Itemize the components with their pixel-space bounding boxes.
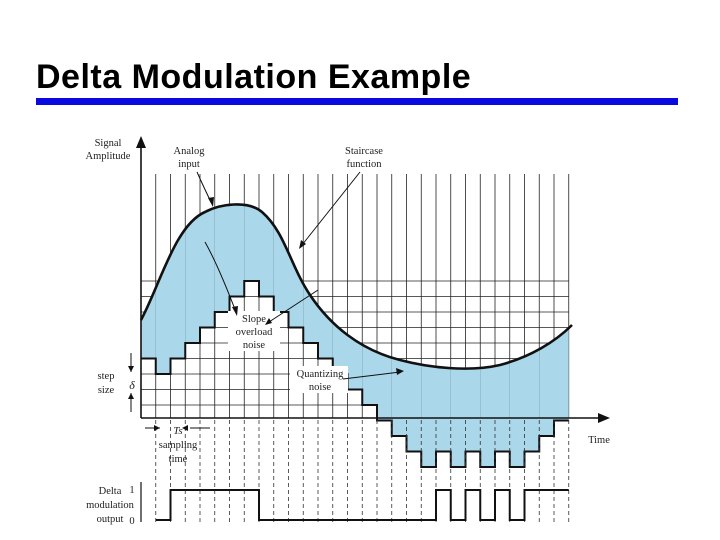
noise-area [362,344,377,405]
noise-area [554,328,569,421]
noise-area [244,204,259,281]
staircase-label: Staircase [345,146,383,157]
amplitude-axis-arrow [136,136,146,148]
sampling-time-label-2: time [169,454,188,465]
annotation-arrows [196,171,401,380]
sample-time-dashes [155,420,570,522]
time-axis-label: Time [588,435,610,446]
quantizing-noise-label: Quantizing [297,369,344,380]
noise-area [214,204,230,312]
level-zero-label: 0 [129,516,134,527]
noise-area [185,214,200,343]
sampling-time-label: sampling [159,440,198,451]
noise-area [406,361,422,452]
slope-label-bg [228,311,280,351]
noise-area [524,349,540,452]
analog-input-label: Analog [174,146,206,157]
slope-overload-label: Slope [242,314,266,325]
step-arrow-top-head [128,366,134,372]
noise-area [436,366,451,452]
ts-arrow-left-head [154,425,160,431]
staircase-function [141,280,569,468]
signal-amplitude-label: Signal [95,138,122,149]
noise-area [303,283,318,343]
level-one-label: 1 [129,485,134,496]
step-arrow-bottom-head [128,393,134,399]
noise-regions [141,204,569,467]
noise-area [495,362,510,452]
dm-output-label-2: modulation [86,500,135,511]
title-rule [36,98,678,105]
noise-area [465,367,481,452]
noise-area [421,364,436,467]
step-size-label: step [98,371,115,382]
dm-output-waveform [155,489,569,521]
noise-area [377,352,392,421]
slope-overload-label-3: noise [243,340,266,351]
noise-area [155,254,171,374]
noise-area [229,204,245,297]
dm-output-label-3: output [97,514,124,525]
noise-area [259,209,274,297]
annotation-arrowheads [208,197,404,375]
ts-arrow-right-head [182,425,188,431]
noise-area [200,208,215,328]
ts-symbol: Ts [173,425,182,437]
quant-label-bg [290,366,348,393]
noise-area [539,340,554,436]
noise-area [391,357,407,436]
quantizing-noise-label-2: noise [309,382,332,393]
delta-symbol: δ [129,378,135,392]
noise-area [170,229,186,359]
noise-area [288,253,304,328]
analog-input-label-2: input [178,159,200,170]
slope-overload-label-2: overload [236,327,273,338]
dm-output-label: Delta [99,486,122,497]
slide-title: Delta Modulation Example [36,58,472,96]
noise-area [332,322,348,374]
noise-area [141,288,156,359]
noise-area [509,356,525,467]
time-axis-arrow [598,413,610,423]
signal-amplitude-label-2: Amplitude [86,151,131,162]
step-size-label-2: size [98,385,115,396]
noise-area [480,365,495,467]
staircase-label-2: function [347,159,383,170]
noise-area [347,334,363,390]
